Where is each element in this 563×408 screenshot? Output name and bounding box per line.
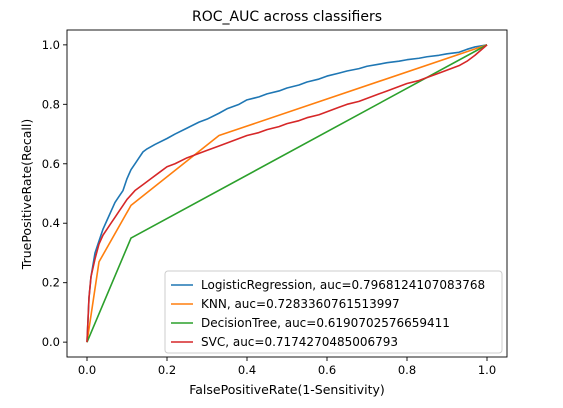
y-tick-label: 0.2: [42, 276, 60, 290]
series-line-0: [86, 44, 488, 343]
y-tick-label: 0.4: [42, 216, 60, 230]
y-tick-label: 0.8: [42, 97, 60, 111]
series-line-3: [86, 44, 488, 343]
y-tick-label: 0.0: [42, 335, 60, 349]
x-tick-label: 1.0: [478, 363, 496, 377]
legend-entry: LogisticRegression, auc=0.79681241070837…: [201, 278, 485, 292]
legend: LogisticRegression, auc=0.79681241070837…: [164, 270, 503, 354]
chart-title: ROC_AUC across classifiers: [192, 9, 382, 25]
series-line-1: [86, 44, 488, 343]
x-tick-label: 0.2: [158, 363, 176, 377]
legend-entry: SVC, auc=0.7174270485006793: [201, 335, 398, 349]
legend-entry: DecisionTree, auc=0.6190702576659411: [201, 316, 450, 330]
y-tick-label: 1.0: [42, 38, 60, 52]
series-line-2: [86, 44, 488, 343]
series-lines: [86, 44, 488, 343]
legend-box: [164, 270, 503, 354]
x-tick-label: 0.8: [398, 363, 416, 377]
axes: 0.0 0.2 0.4 0.6 0.8 1.0 0.0 0.2 0.4 0.6 0.8 1.0: [42, 29, 508, 377]
x-tick-label: 0.0: [78, 363, 96, 377]
x-tick-label: 0.6: [318, 363, 336, 377]
plot-frame: [66, 29, 508, 358]
legend-entry: KNN, auc=0.7283360761513997: [201, 297, 400, 311]
x-axis-label: FalsePositiveRate(1-Sensitivity): [189, 382, 385, 397]
y-tick-label: 0.6: [42, 157, 60, 171]
y-axis-label: TruePositiveRate(Recall): [19, 119, 34, 270]
x-tick-label: 0.4: [238, 363, 256, 377]
